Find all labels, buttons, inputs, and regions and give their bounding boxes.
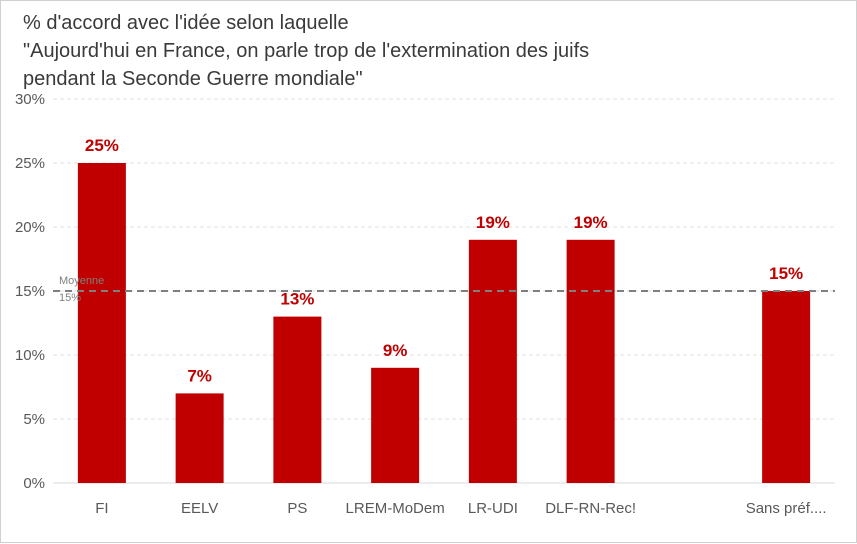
category-label: Sans préf.... — [746, 500, 827, 517]
y-tick-label: 5% — [23, 411, 45, 428]
category-label: LR-UDI — [468, 500, 518, 517]
bar-3[interactable] — [273, 316, 322, 483]
average-value-label: 15% — [59, 292, 81, 304]
y-tick-label: 10% — [15, 347, 45, 364]
data-label: 25% — [85, 136, 119, 155]
category-label: LREM-MoDem — [346, 500, 445, 517]
category-label: FI — [95, 500, 108, 517]
title-line-1: % d'accord avec l'idée selon laquelle — [23, 12, 349, 34]
data-label: 19% — [574, 213, 608, 232]
y-tick-label: 25% — [15, 155, 45, 172]
title-line-3: pendant la Seconde Guerre mondiale" — [23, 68, 363, 90]
title-line-2: "Aujourd'hui en France, on parle trop de… — [23, 40, 590, 62]
data-label: 13% — [280, 290, 314, 309]
category-label: EELV — [181, 500, 218, 517]
bar-2[interactable] — [175, 393, 224, 483]
data-label: 7% — [187, 366, 212, 385]
data-label: 9% — [383, 341, 408, 360]
average-label: Moyenne — [59, 275, 104, 287]
y-tick-label: 15% — [15, 283, 45, 300]
category-label: DLF-RN-Rec! — [545, 500, 636, 517]
bar-4[interactable] — [371, 367, 420, 483]
category-label: PS — [287, 500, 307, 517]
y-tick-label: 0% — [23, 475, 45, 492]
data-label: 15% — [769, 264, 803, 283]
y-tick-label: 20% — [15, 219, 45, 236]
bar-8[interactable] — [762, 291, 811, 483]
y-tick-label: 30% — [15, 91, 45, 108]
bar-6[interactable] — [566, 239, 615, 483]
bar-5[interactable] — [468, 239, 517, 483]
bar-1[interactable] — [77, 163, 126, 483]
data-label: 19% — [476, 213, 510, 232]
chart-title: % d'accord avec l'idée selon laquelle "A… — [23, 9, 589, 93]
